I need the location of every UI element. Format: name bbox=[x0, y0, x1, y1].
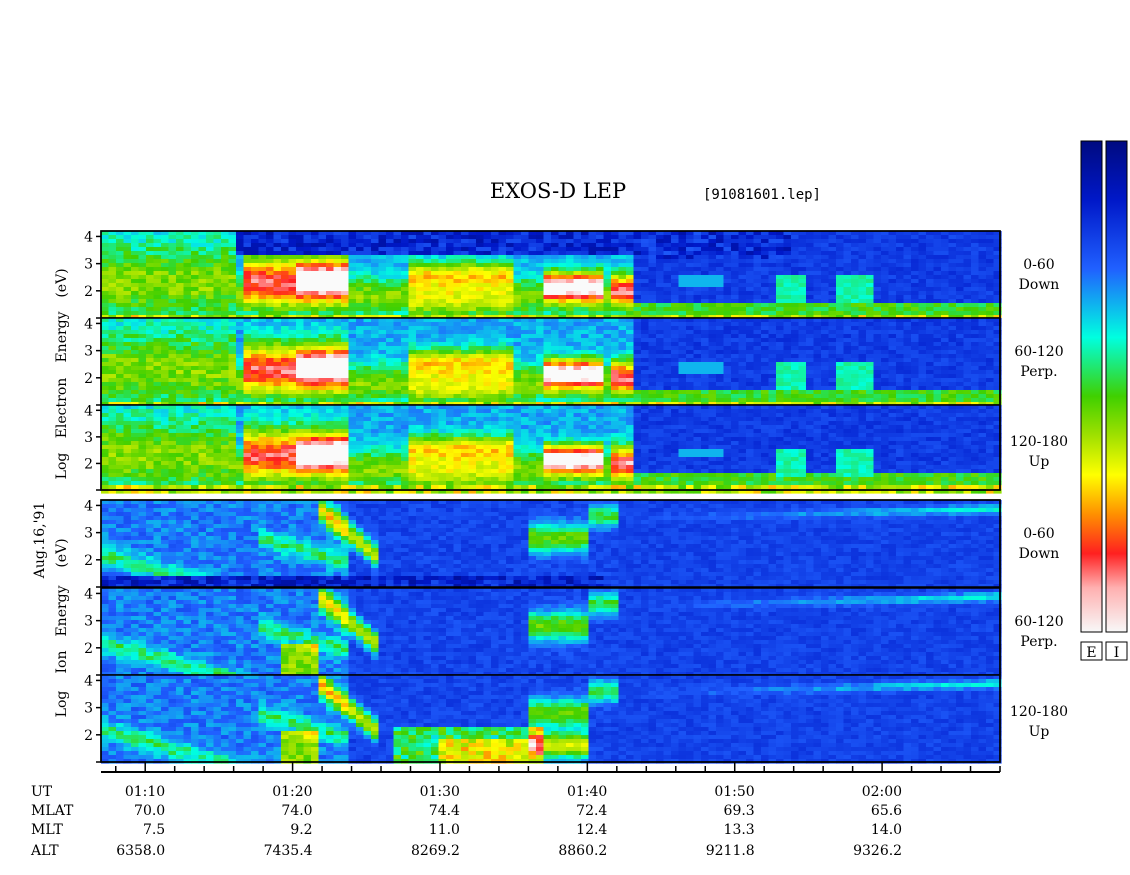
y-tick-label: 4 bbox=[84, 316, 93, 332]
ion-ylabel-species: Ion bbox=[54, 651, 70, 674]
electron-120-180-panel: 2 3 4 bbox=[84, 403, 1002, 494]
ephemeris-ut-value: 01:40 bbox=[567, 784, 607, 800]
panel-angle-label: 0-60 bbox=[1023, 257, 1054, 273]
ephemeris-mlat-value: 65.6 bbox=[871, 803, 902, 819]
panel-angle-label: 60-120 bbox=[1014, 344, 1063, 360]
time-axis bbox=[101, 762, 1001, 773]
colorbar-electron bbox=[1080, 140, 1103, 633]
ephemeris-mlt-value: 13.3 bbox=[724, 822, 755, 838]
ephemeris-alt-value: 8269.2 bbox=[411, 843, 460, 859]
ephemeris-ut-value: 02:00 bbox=[862, 784, 902, 800]
ephemeris-alt-value: 6358.0 bbox=[116, 843, 165, 859]
ephemeris-mlat-value: 70.0 bbox=[134, 803, 165, 819]
date-label: Aug.16,'91 bbox=[32, 502, 48, 579]
spectrogram-panels: 2 3 4 2 3 4 2 3 4 2 3 4 2 3 4 2 3 4 bbox=[84, 229, 1002, 764]
y-tick-label: 3 bbox=[84, 257, 93, 273]
panel-angle-label: 0-60 bbox=[1023, 526, 1054, 542]
ephemeris-mlat-value: 74.0 bbox=[281, 803, 312, 819]
electron-60-120-panel: 2 3 4 bbox=[84, 316, 1002, 407]
ephemeris-mlat-value: 69.3 bbox=[724, 803, 755, 819]
colorbars: E I bbox=[1080, 140, 1128, 661]
y-tick-label: 3 bbox=[84, 526, 93, 542]
ephemeris-alt-value: 9326.2 bbox=[853, 843, 902, 859]
ephemeris-alt-value: 9211.8 bbox=[706, 843, 755, 859]
panel-direction-label: Down bbox=[1019, 277, 1060, 293]
panel-direction-label: Up bbox=[1029, 724, 1050, 740]
electron-ylabel-unit: (eV) bbox=[54, 268, 70, 297]
ion-ylabel: Log Ion Energy (eV) bbox=[54, 538, 70, 717]
ephemeris-alt-value: 7435.4 bbox=[264, 843, 313, 859]
ephemeris-row-label: MLAT bbox=[31, 803, 74, 819]
panel-direction-label: Up bbox=[1029, 454, 1050, 470]
y-tick-label: 4 bbox=[84, 498, 93, 514]
y-tick-label: 2 bbox=[84, 553, 93, 569]
chart-title: EXOS-D LEP bbox=[490, 179, 626, 203]
electron-0-60-panel: 2 3 4 bbox=[84, 229, 1002, 320]
panel-frame bbox=[100, 230, 1001, 491]
panel-frame bbox=[100, 499, 1001, 763]
ephemeris-row-label: MLT bbox=[31, 822, 63, 838]
ephemeris-row-label: UT bbox=[31, 784, 53, 800]
ephemeris-ut-value: 01:20 bbox=[272, 784, 312, 800]
ephemeris-mlat-value: 74.4 bbox=[429, 803, 460, 819]
electron-ylabel-log: Log bbox=[54, 453, 70, 480]
ephemeris-mlt-value: 12.4 bbox=[576, 822, 607, 838]
ephemeris-mlt-value: 14.0 bbox=[871, 822, 902, 838]
ephemeris-row-label: ALT bbox=[30, 843, 59, 859]
ephemeris-mlat-value: 72.4 bbox=[576, 803, 607, 819]
y-tick-label: 2 bbox=[84, 456, 93, 472]
electron-ylabel-species: Electron bbox=[54, 378, 70, 439]
ephemeris-mlt-value: 9.2 bbox=[290, 822, 312, 838]
ephemeris-ut-value: 01:50 bbox=[714, 784, 754, 800]
electron-ylabel-energy: Energy bbox=[54, 311, 70, 362]
ion-60-120-panel: 2 3 4 bbox=[84, 586, 1002, 677]
colorbar-ion bbox=[1105, 140, 1128, 633]
colorbar-ion-label: I bbox=[1114, 645, 1120, 661]
panel-direction-label: Perp. bbox=[1020, 634, 1057, 650]
panel-labels: 0-60 Down 60-120 Perp. 120-180 Up 0-60 Down 60-1… bbox=[1010, 257, 1068, 740]
y-tick-label: 2 bbox=[84, 728, 93, 744]
colorbar-electron-label: E bbox=[1086, 645, 1096, 661]
ephemeris-table: UT MLAT MLT ALT 01:10 70.0 7.5 6358.0 01:20 74.0 9… bbox=[30, 784, 902, 859]
colorbar-ion-label-box bbox=[1105, 641, 1128, 661]
panel-direction-label: Perp. bbox=[1020, 364, 1057, 380]
ephemeris-alt-value: 8860.2 bbox=[558, 843, 607, 859]
ephemeris-mlt-value: 7.5 bbox=[143, 822, 165, 838]
y-tick-label: 2 bbox=[84, 371, 93, 387]
electron-ylabel: Log Electron Energy (eV) bbox=[54, 268, 70, 479]
panel-angle-label: 120-180 bbox=[1010, 704, 1068, 720]
ephemeris-ut-value: 01:10 bbox=[125, 784, 165, 800]
y-tick-label: 4 bbox=[84, 229, 93, 245]
ion-ylabel-energy: Energy bbox=[54, 585, 70, 636]
ephemeris-ut-value: 01:30 bbox=[420, 784, 460, 800]
y-tick-label: 3 bbox=[84, 344, 93, 360]
y-tick-label: 3 bbox=[84, 430, 93, 446]
panel-angle-label: 120-180 bbox=[1010, 434, 1068, 450]
y-tick-label: 4 bbox=[84, 403, 93, 419]
file-label: [91081601.lep] bbox=[703, 187, 821, 203]
y-tick-label: 3 bbox=[84, 701, 93, 717]
ion-ylabel-log: Log bbox=[54, 691, 70, 718]
colorbar-electron-label-box bbox=[1080, 641, 1103, 661]
ephemeris-mlt-value: 11.0 bbox=[429, 822, 460, 838]
y-tick-label: 2 bbox=[84, 641, 93, 657]
ion-0-60-panel: 2 3 4 bbox=[84, 498, 1002, 589]
y-tick-label: 2 bbox=[84, 284, 93, 300]
y-tick-label: 4 bbox=[84, 586, 93, 602]
ion-120-180-panel: 2 3 4 bbox=[84, 673, 1002, 764]
ion-ylabel-unit: (eV) bbox=[54, 538, 70, 567]
panel-direction-label: Down bbox=[1019, 546, 1060, 562]
y-tick-label: 4 bbox=[84, 673, 93, 689]
panel-angle-label: 60-120 bbox=[1014, 614, 1063, 630]
y-tick-label: 3 bbox=[84, 614, 93, 630]
